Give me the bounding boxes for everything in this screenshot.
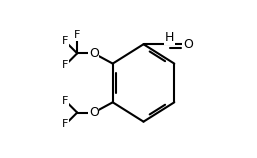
Text: F: F <box>62 36 69 46</box>
Text: O: O <box>89 106 99 119</box>
Text: O: O <box>89 47 99 60</box>
Text: F: F <box>62 60 69 70</box>
Text: F: F <box>62 119 69 129</box>
Text: F: F <box>62 96 69 106</box>
Text: O: O <box>183 38 193 51</box>
Text: F: F <box>74 30 80 40</box>
Text: H: H <box>165 31 174 44</box>
